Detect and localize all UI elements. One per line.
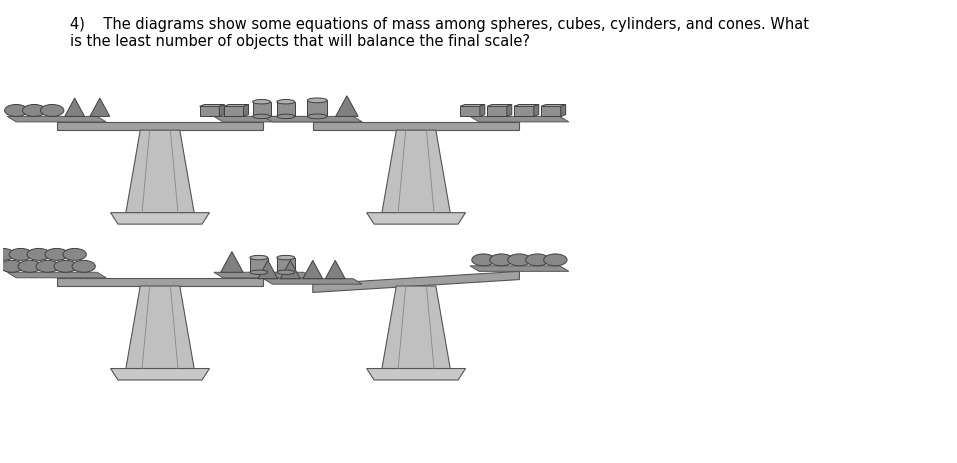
Polygon shape [8,117,106,123]
Polygon shape [56,278,263,287]
Polygon shape [514,107,534,117]
Ellipse shape [307,99,327,104]
Polygon shape [263,279,362,285]
Polygon shape [534,105,539,117]
Circle shape [9,249,33,261]
Polygon shape [65,99,84,117]
Polygon shape [200,107,219,117]
Circle shape [23,105,46,117]
Polygon shape [200,105,224,107]
Polygon shape [214,273,313,278]
Polygon shape [126,131,194,213]
Polygon shape [280,261,300,279]
Polygon shape [221,252,243,273]
Circle shape [0,261,6,273]
Polygon shape [224,105,249,107]
Polygon shape [367,213,465,225]
Circle shape [36,261,59,273]
Polygon shape [263,117,362,123]
Circle shape [508,254,531,266]
Polygon shape [507,105,512,117]
Ellipse shape [277,270,295,275]
Polygon shape [8,273,106,278]
Circle shape [18,261,41,273]
Circle shape [525,254,549,266]
Ellipse shape [307,115,327,119]
Ellipse shape [250,256,268,260]
Ellipse shape [277,115,295,119]
Ellipse shape [253,115,271,119]
Polygon shape [470,266,568,272]
Circle shape [63,249,86,261]
Polygon shape [313,272,520,293]
Circle shape [72,261,96,273]
Polygon shape [56,123,263,131]
Polygon shape [313,123,520,131]
Circle shape [45,249,68,261]
Ellipse shape [277,100,295,105]
Polygon shape [214,117,313,123]
Polygon shape [90,99,110,117]
Circle shape [5,105,28,117]
Circle shape [544,254,568,266]
Polygon shape [460,105,485,107]
Polygon shape [514,105,539,107]
Polygon shape [325,261,345,279]
Polygon shape [302,261,323,279]
Circle shape [54,261,78,273]
Polygon shape [111,369,210,380]
Circle shape [472,254,495,266]
Polygon shape [253,102,271,117]
Polygon shape [382,287,450,369]
Polygon shape [250,258,268,273]
Polygon shape [460,107,479,117]
Ellipse shape [250,270,268,275]
Circle shape [27,249,51,261]
Polygon shape [336,97,358,117]
Circle shape [0,249,14,261]
Polygon shape [258,261,278,279]
Polygon shape [277,102,295,117]
Ellipse shape [253,100,271,105]
Polygon shape [487,105,512,107]
Polygon shape [479,105,485,117]
Polygon shape [277,258,295,273]
Polygon shape [367,369,465,380]
Polygon shape [487,107,507,117]
Polygon shape [541,107,561,117]
Circle shape [0,261,23,273]
Polygon shape [307,101,327,117]
Polygon shape [111,213,210,225]
Polygon shape [561,105,566,117]
Circle shape [490,254,513,266]
Ellipse shape [277,256,295,260]
Polygon shape [126,287,194,369]
Polygon shape [382,131,450,213]
Text: 4)    The diagrams show some equations of mass among spheres, cubes, cylinders, : 4) The diagrams show some equations of m… [70,17,810,49]
Polygon shape [541,105,566,107]
Polygon shape [244,105,249,117]
Polygon shape [224,107,244,117]
Circle shape [40,105,64,117]
Polygon shape [219,105,224,117]
Polygon shape [470,117,568,123]
